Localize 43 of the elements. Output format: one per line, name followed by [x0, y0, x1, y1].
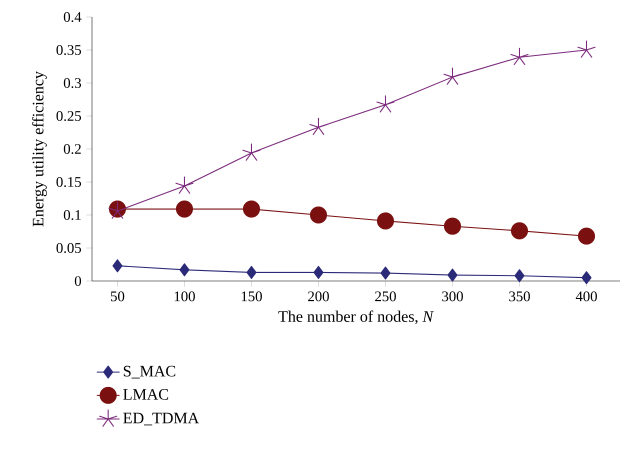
y-tick-label: 0.1 [64, 210, 81, 220]
y-tick-label: 0.2 [64, 144, 81, 154]
y-tick-label: 0.15 [56, 177, 82, 187]
point [176, 200, 194, 218]
point [443, 67, 462, 86]
point [310, 206, 328, 224]
x-tick-label: 250 [375, 291, 396, 302]
point [510, 222, 528, 240]
x-axis-title: The number of nodes, N [278, 310, 434, 324]
y-tick-label: 0.05 [56, 243, 82, 253]
point [578, 228, 596, 245]
x-tick-label: 200 [308, 291, 329, 302]
x-tick-label: 350 [509, 291, 530, 302]
point [242, 143, 261, 162]
point [444, 218, 462, 235]
point [380, 266, 391, 280]
x-tick-label: 150 [242, 291, 262, 302]
y-tick-label: 0.3 [64, 78, 82, 88]
legend-label: LMAC [123, 389, 168, 400]
y-tick-label: 0 [74, 276, 82, 286]
point [246, 266, 257, 279]
point [376, 212, 394, 230]
legend-label: S_MAC [124, 366, 176, 378]
y-tick-label: 0.4 [64, 12, 82, 22]
point [376, 94, 395, 113]
point [309, 117, 328, 136]
point [175, 176, 194, 194]
x-tick-label: 300 [442, 291, 463, 302]
y-axis-title: Energy utility efficiency [32, 71, 47, 226]
point [581, 271, 592, 284]
point [447, 268, 458, 282]
y-tick-label: 0.35 [56, 45, 82, 55]
x-tick-label: 100 [174, 291, 195, 302]
point [514, 269, 525, 282]
point [179, 263, 190, 276]
point [112, 259, 122, 272]
point [510, 47, 529, 66]
point [313, 266, 324, 279]
x-tick-label: 50 [110, 291, 124, 302]
point [242, 200, 260, 218]
y-tick-label: 0.25 [56, 111, 82, 121]
x-tick-label: 400 [576, 291, 597, 302]
legend-label: ED_TDMA [123, 412, 200, 426]
